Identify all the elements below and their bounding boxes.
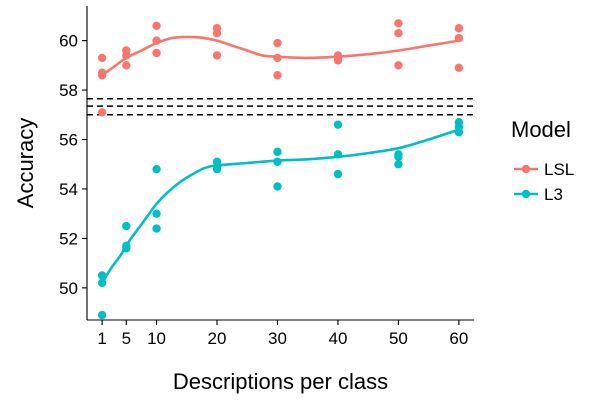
data-point-lsl	[273, 53, 282, 63]
data-point-l3	[333, 120, 343, 129]
data-point-l3	[273, 147, 282, 157]
data-point-l3	[152, 164, 161, 174]
data-point-lsl	[97, 108, 107, 117]
legend-title: Model	[511, 117, 571, 142]
x-tick-label: 60	[449, 329, 468, 348]
reference-lines	[87, 97, 474, 116]
data-point-l3	[97, 278, 107, 288]
data-point-lsl	[333, 56, 343, 65]
data-point-lsl	[212, 51, 222, 60]
smooth-lines	[101, 35, 460, 284]
data-point-l3	[122, 244, 131, 253]
smooth-line-lsl	[101, 35, 460, 77]
data-point-lsl	[97, 71, 107, 80]
data-points	[97, 19, 464, 320]
legend-item-lsl: LSL	[514, 160, 574, 179]
x-tick-label: 50	[389, 329, 408, 348]
data-point-lsl	[122, 61, 131, 70]
legend-item-l3: L3	[514, 185, 563, 204]
data-point-lsl	[212, 28, 222, 38]
y-tick-label: 52	[59, 229, 78, 248]
data-point-lsl	[152, 48, 161, 58]
data-point-lsl	[273, 71, 282, 80]
x-ticks: 1 5 10 20 30 40 50 60	[97, 320, 468, 348]
data-point-lsl	[394, 19, 403, 28]
data-point-l3	[273, 182, 282, 191]
data-point-lsl	[454, 24, 464, 33]
data-point-lsl	[394, 28, 403, 38]
data-point-l3	[122, 221, 131, 231]
data-point-lsl	[454, 63, 464, 73]
y-ticks: 50 52 54 56 58 60	[59, 32, 87, 298]
legend-label-l3: L3	[544, 185, 563, 204]
data-point-l3	[97, 310, 107, 320]
data-point-lsl	[394, 61, 403, 70]
x-tick-label: 40	[328, 329, 347, 348]
legend-key-point-lsl	[521, 164, 531, 174]
y-tick-label: 54	[59, 180, 78, 199]
x-tick-label: 5	[122, 329, 131, 348]
y-axis-title: Accuracy	[13, 118, 38, 208]
y-tick-label: 56	[59, 131, 78, 150]
data-point-l3	[273, 157, 282, 166]
data-point-l3	[454, 127, 464, 137]
data-point-lsl	[152, 21, 161, 30]
data-point-l3	[97, 271, 107, 280]
legend: Model LSL L3	[511, 117, 574, 204]
legend-key-point-l3	[521, 189, 531, 199]
data-point-lsl	[273, 38, 282, 48]
data-point-lsl	[454, 33, 464, 43]
data-point-l3	[333, 169, 343, 179]
x-tick-label: 20	[208, 329, 227, 348]
data-point-l3	[152, 224, 161, 233]
x-tick-label: 30	[268, 329, 287, 348]
data-point-l3	[394, 152, 403, 162]
data-point-l3	[212, 164, 222, 174]
x-tick-label: 1	[97, 329, 106, 348]
smooth-line-l3	[101, 128, 460, 284]
data-point-l3	[152, 209, 161, 218]
data-point-l3	[394, 160, 403, 169]
data-point-lsl	[122, 51, 131, 60]
x-axis-title: Descriptions per class	[173, 369, 388, 394]
y-tick-label: 50	[59, 279, 78, 298]
y-tick-label: 60	[59, 32, 78, 51]
x-tick-label: 10	[147, 329, 166, 348]
y-tick-label: 58	[59, 81, 78, 100]
legend-label-lsl: LSL	[544, 160, 574, 179]
data-point-l3	[333, 150, 343, 159]
axes	[86, 6, 474, 321]
data-point-lsl	[97, 53, 107, 63]
data-point-lsl	[152, 36, 161, 45]
